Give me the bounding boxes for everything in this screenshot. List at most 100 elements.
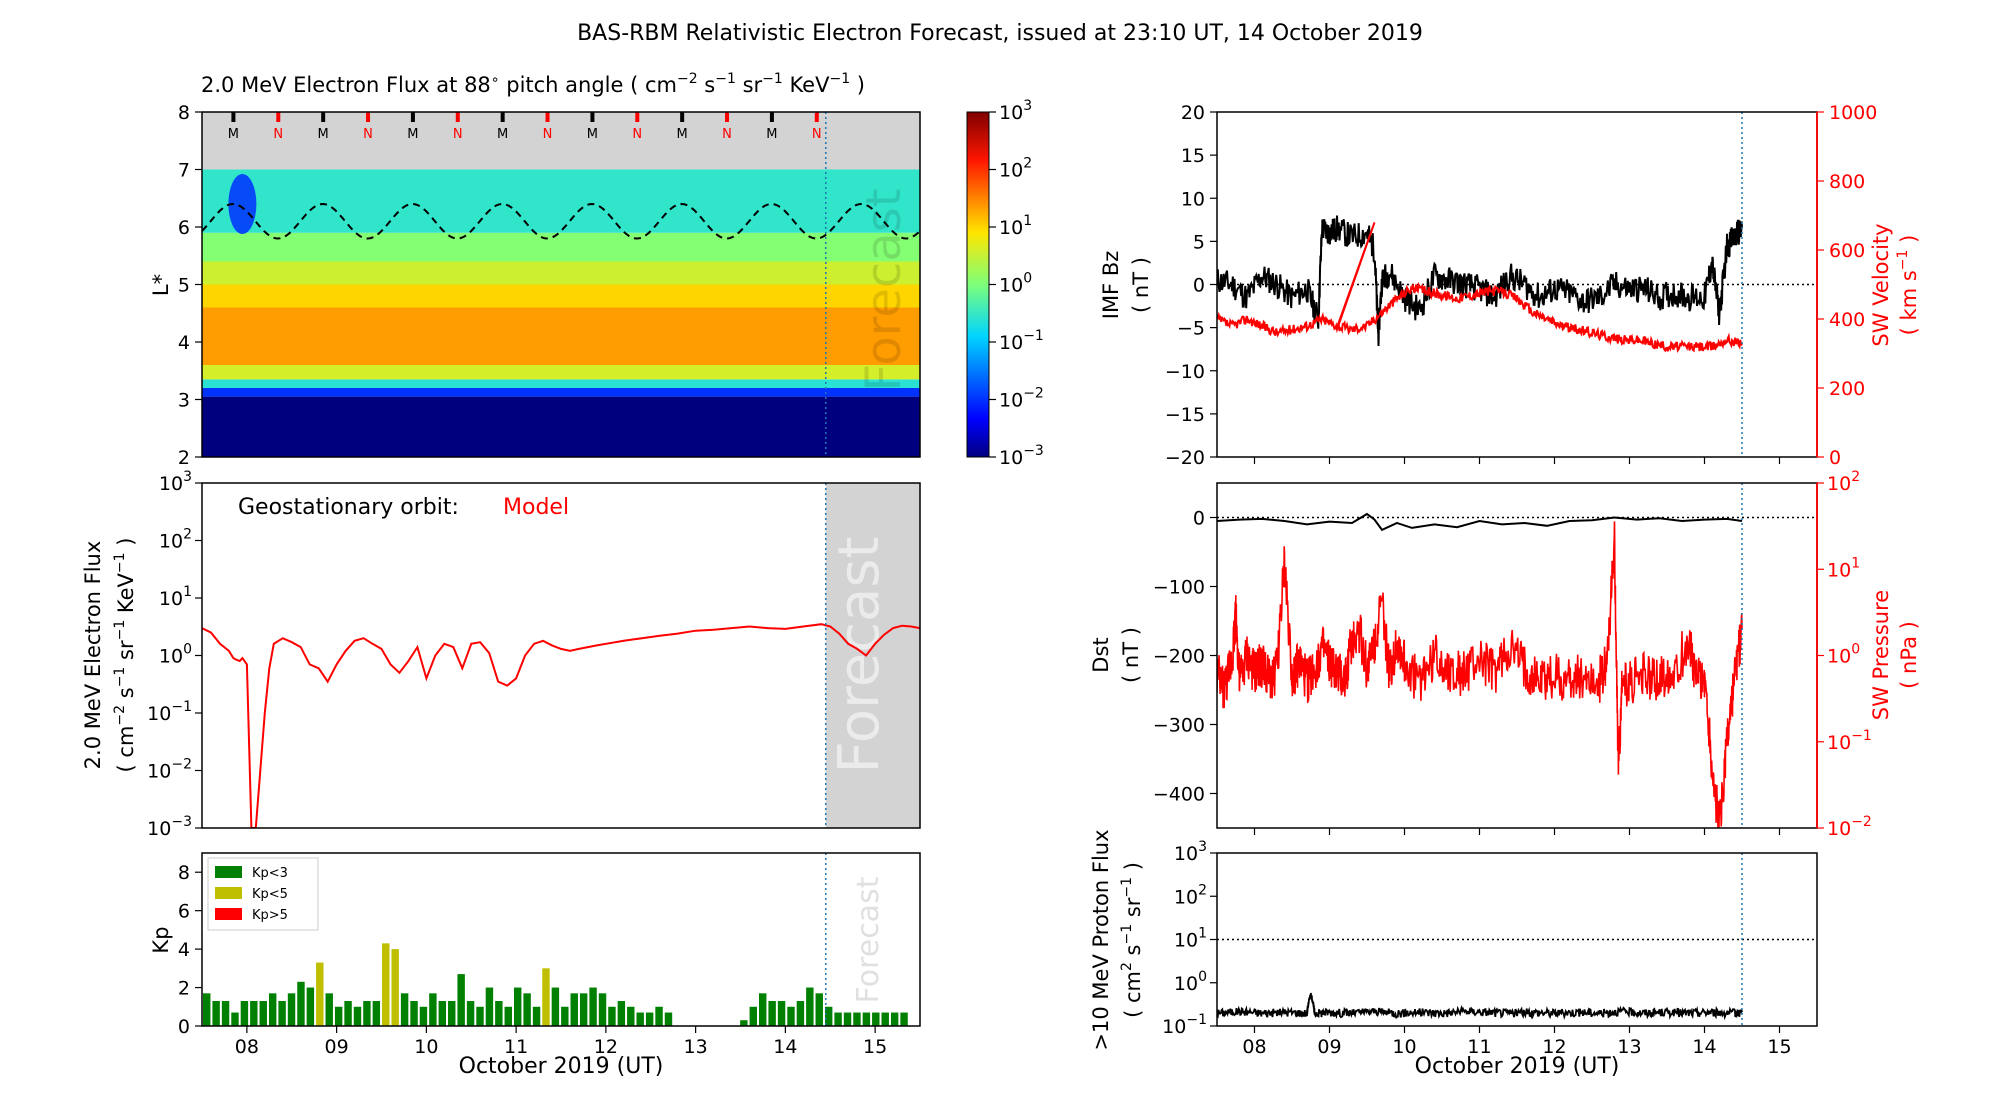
imf-ytick-label: −15 <box>1165 404 1205 426</box>
kp-bar <box>231 1012 239 1026</box>
sw-velocity-ylabel-line1: SW Velocity <box>1869 223 1893 346</box>
sw-velocity-ytick-label: 0 <box>1829 447 1841 469</box>
proton-ytick-label: 103 <box>1174 839 1207 865</box>
geo-ytick-label: 101 <box>159 584 192 610</box>
kp-bar <box>862 1012 871 1026</box>
spectrogram-band <box>202 232 920 262</box>
kp-bar <box>523 993 531 1026</box>
imf-ytick-label: −5 <box>1177 318 1205 340</box>
proton-ytick-label: 10−1 <box>1162 1012 1207 1038</box>
kp-bar <box>221 1001 230 1026</box>
spectrogram-forecast-label: Forecast <box>856 188 912 391</box>
imf-ytick-label: 20 <box>1181 102 1205 124</box>
proton-xtick-label: 09 <box>1317 1036 1341 1058</box>
geo-frame <box>201 482 921 829</box>
kp-bar <box>815 993 823 1026</box>
sw-pressure-ytick-label: 101 <box>1827 555 1860 581</box>
geo-flux-plot <box>202 483 920 828</box>
proton-xtick-label: 11 <box>1467 1036 1491 1058</box>
kp-bar <box>325 993 333 1026</box>
orbit-label: M <box>587 127 598 142</box>
spectrogram-ytick-label: 8 <box>178 102 190 124</box>
kp-bar <box>749 1006 758 1026</box>
geo-flux-line <box>202 623 920 828</box>
orbit-label: N <box>273 127 283 142</box>
spectrogram-ytick-label: 3 <box>178 390 190 412</box>
imf-ytick-label: 0 <box>1193 275 1205 297</box>
sw-pressure-ylabel-line1: SW Pressure <box>1869 590 1893 720</box>
geo-ytick-label: 102 <box>159 527 192 553</box>
kp-legend-label: Kp<3 <box>252 866 288 881</box>
kp-bar <box>617 1001 626 1026</box>
kp-bar <box>278 1001 286 1026</box>
spectrogram-dropout <box>228 174 257 234</box>
dst-panel: −400 −300 −200 −100 0 10−2 10−1 100 101 102 Dst (… <box>1089 469 1921 840</box>
sw-velocity-ytick-label: 800 <box>1829 171 1865 193</box>
kp-bar <box>400 993 409 1026</box>
kp-bar <box>664 1012 673 1026</box>
dst-plot <box>1217 483 1817 828</box>
kp-bar <box>872 1012 880 1026</box>
kp-bar <box>777 1001 786 1026</box>
sw-pressure-ytick-label: 10−1 <box>1827 728 1872 754</box>
geo-flux-panel: Forecast 10−3 10−2 10−1 100 101 102 103 Geosta… <box>81 469 921 840</box>
kp-xtick-label: 11 <box>504 1036 528 1058</box>
dst-ytick-label: −100 <box>1153 577 1205 599</box>
kp-bar <box>250 1001 258 1026</box>
kp-xtick-label: 09 <box>325 1036 349 1058</box>
spectrogram-ytick-label: 2 <box>178 447 190 469</box>
dst-ylabel-line1: Dst <box>1089 637 1113 672</box>
dst-axes: −400 −300 −200 −100 0 10−2 10−1 100 101 102 <box>1153 469 1872 840</box>
colorbar-tick-label: 10−2 <box>999 386 1044 412</box>
kp-bar <box>268 993 277 1026</box>
kp-bar <box>495 1001 503 1026</box>
kp-bar <box>457 974 465 1026</box>
kp-bar <box>316 962 324 1026</box>
kp-ytick-label: 2 <box>178 978 190 1000</box>
sw-pressure-ytick-label: 102 <box>1827 469 1860 495</box>
geo-forecast-shade <box>825 483 920 828</box>
kp-bar <box>853 1012 861 1026</box>
proton-xtick-label: 13 <box>1617 1036 1641 1058</box>
sw-pressure-line <box>1217 521 1743 828</box>
kp-bar <box>448 1001 456 1026</box>
spectrogram-band <box>202 388 920 397</box>
kp-bar <box>834 1012 842 1026</box>
spectrogram-heatmap <box>202 112 920 457</box>
imf-ytick-label: −20 <box>1165 447 1205 469</box>
kp-xtick-label: 15 <box>863 1036 887 1058</box>
colorbar-tick-label: 10−1 <box>999 328 1044 354</box>
kp-bar <box>419 1006 428 1026</box>
figure-title: BAS-RBM Relativistic Electron Forecast, … <box>577 21 1423 46</box>
imf-ytick-label: 10 <box>1181 188 1205 210</box>
orbit-label: M <box>228 127 239 142</box>
colorbar-ticks: 103 102 101 100 10−1 10−2 10−3 <box>989 98 1044 469</box>
kp-bar <box>645 1012 654 1026</box>
kp-bar <box>429 993 437 1026</box>
kp-xtick-label: 13 <box>684 1036 708 1058</box>
orbit-label: N <box>812 127 822 142</box>
kp-bar <box>636 1012 644 1026</box>
kp-bar <box>806 987 814 1026</box>
colorbar-tick-label: 101 <box>999 213 1032 239</box>
colorbar-tick-label: 102 <box>999 156 1032 182</box>
spectrogram-band <box>202 261 920 285</box>
kp-bar <box>485 987 494 1026</box>
kp-ytick-label: 0 <box>178 1016 190 1038</box>
spectrogram-ytick-label: 7 <box>178 160 190 182</box>
kp-bar <box>655 1006 663 1026</box>
orbit-label: N <box>543 127 553 142</box>
kp-bar <box>796 1001 805 1026</box>
kp-bar <box>353 1006 362 1026</box>
kp-bar <box>598 993 607 1026</box>
kp-bar <box>890 1012 899 1026</box>
geo-ytick-label: 100 <box>159 642 192 668</box>
proton-ylabel-line1: >10 MeV Proton Flux <box>1089 829 1113 1050</box>
spectrogram-band <box>202 396 920 457</box>
dst-ylabel-line2: ( nT ) <box>1119 627 1143 683</box>
geo-annotation-label: Geostationary orbit: <box>238 495 459 520</box>
kp-bar <box>306 987 315 1026</box>
proton-flux-line <box>1217 992 1743 1021</box>
